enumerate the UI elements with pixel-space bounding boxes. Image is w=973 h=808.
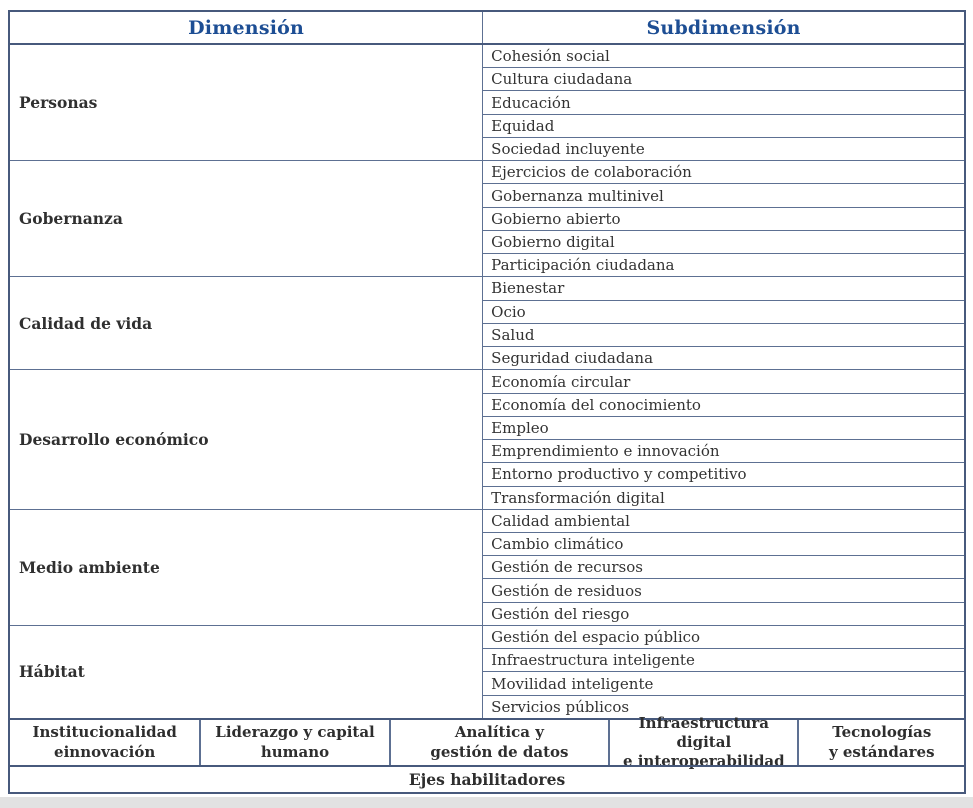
subdimension-cell: Participación ciudadana xyxy=(483,253,964,276)
subdimension-cell: Gobernanza multinivel xyxy=(483,183,964,206)
dimension-cell: Desarrollo económico xyxy=(10,370,484,509)
section-habitat: Hábitat Gestión del espacio público Infr… xyxy=(10,624,964,718)
enabler-cell-liderazgo: Liderazgo y capital humano xyxy=(199,720,388,765)
enabler-cell-institucionalidad: Institucionalidad einnovación xyxy=(32,723,177,761)
subdimension-cell: Gestión de residuos xyxy=(483,578,964,601)
enablers-footer-row: Ejes habilitadores xyxy=(10,765,964,792)
subdimension-cell: Gestión del espacio público xyxy=(491,628,701,646)
dimension-cell: Calidad de vida xyxy=(10,277,484,370)
subdimension-cell: Economía circular xyxy=(491,372,631,391)
subdimension-cell: Salud xyxy=(483,322,964,346)
subdimension-cell: Cambio climático xyxy=(483,531,964,555)
subdimension-cell: Cohesión social xyxy=(491,47,610,66)
table-header-row: Dimensión Subdimensión xyxy=(10,12,964,45)
subdimension-cell: Bienestar xyxy=(491,279,565,298)
subdimension-cell: Cultura ciudadana xyxy=(483,67,964,90)
subdimension-cell: Gobierno abierto xyxy=(483,206,964,230)
enablers-row: Institucionalidad einnovación Liderazgo … xyxy=(10,714,964,770)
subdimension-cell: Economía del conocimiento xyxy=(483,392,964,416)
subdimension-cell: Servicios públicos xyxy=(483,694,964,718)
subdimension-cell: Ocio xyxy=(483,299,964,323)
table-body: Personas Cohesión social Cultura ciudada… xyxy=(10,45,964,718)
subdimension-cell: Gobierno digital xyxy=(483,229,964,253)
enabler-cell-infraestructura-digital: Infraestructura digital e interoperabili… xyxy=(608,714,797,770)
subdimension-cell: Calidad ambiental xyxy=(491,511,630,530)
subdimension-list: Ejercicios de colaboración Gobernanza mu… xyxy=(483,161,964,276)
subdimension-cell: Gestión de recursos xyxy=(483,555,964,578)
subdimension-cell: Ejercicios de colaboración xyxy=(491,163,692,182)
section-calidad-de-vida: Calidad de vida Bienestar Ocio Salud Seg… xyxy=(10,276,964,370)
header-dimension: Dimensión xyxy=(10,12,484,43)
subdimension-cell: Entorno productivo y competitivo xyxy=(483,462,964,485)
subdimension-cell: Infraestructura inteligente xyxy=(483,648,964,671)
subdimension-list: Bienestar Ocio Salud Seguridad ciudadana xyxy=(483,277,964,369)
dimension-cell: Personas xyxy=(10,45,484,161)
enabler-cell-tecnologias: Tecnologías y estándares xyxy=(797,720,964,765)
subdimension-list: Economía circular Economía del conocimie… xyxy=(483,370,964,508)
subdimension-cell: Gestión del riesgo xyxy=(483,601,964,625)
subdimension-list: Gestión del espacio público Infraestruct… xyxy=(483,626,964,718)
subdimension-cell: Movilidad inteligente xyxy=(483,671,964,694)
subdimension-cell: Sociedad incluyente xyxy=(483,136,964,160)
subdimension-cell: Emprendimiento e innovación xyxy=(483,439,964,462)
dimension-subdimension-table: Dimensión Subdimensión Personas Cohesión… xyxy=(8,10,966,794)
subdimension-list: Calidad ambiental Cambio climático Gesti… xyxy=(483,510,964,625)
page-bottom-edge xyxy=(0,797,973,808)
subdimension-cell: Transformación digital xyxy=(483,485,964,509)
section-medio-ambiente: Medio ambiente Calidad ambiental Cambio … xyxy=(10,508,964,625)
subdimension-cell: Empleo xyxy=(483,415,964,439)
dimension-cell: Hábitat xyxy=(10,625,484,718)
ejes-habilitadores-label: Ejes habilitadores xyxy=(408,770,566,789)
subdimension-list: Cohesión social Cultura ciudadana Educac… xyxy=(483,45,964,160)
enabler-cell-analitica: Analítica y gestión de datos xyxy=(388,720,608,765)
header-subdimension: Subdimensión xyxy=(646,16,801,39)
subdimension-cell: Equidad xyxy=(483,113,964,137)
dimension-cell: Gobernanza xyxy=(10,161,484,277)
section-desarrollo-economico: Desarrollo económico Economía circular E… xyxy=(10,369,964,509)
subdimension-cell: Educación xyxy=(483,90,964,113)
subdimension-cell: Seguridad ciudadana xyxy=(483,346,964,369)
section-gobernanza: Gobernanza Ejercicios de colaboración Go… xyxy=(10,160,964,277)
dimension-cell: Medio ambiente xyxy=(10,509,484,625)
section-personas: Personas Cohesión social Cultura ciudada… xyxy=(10,45,964,161)
